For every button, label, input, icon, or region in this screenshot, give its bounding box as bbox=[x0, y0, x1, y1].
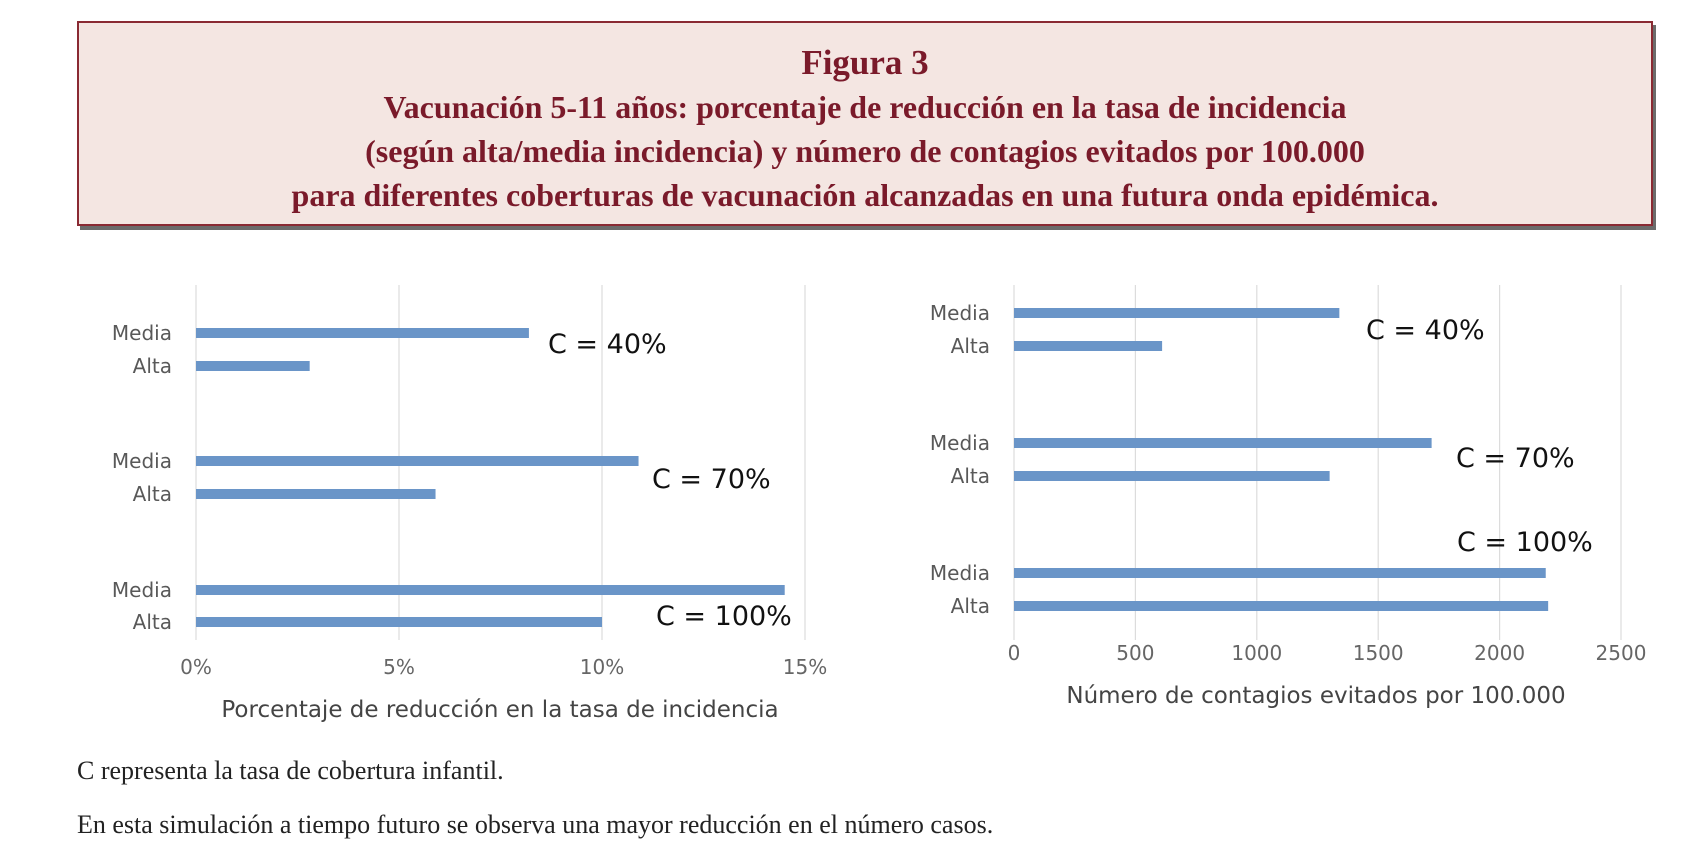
bar bbox=[1014, 568, 1546, 578]
bar bbox=[196, 361, 310, 371]
bar bbox=[196, 617, 602, 627]
x-tick-label: 10% bbox=[580, 655, 624, 679]
x-tick-label: 5% bbox=[383, 655, 415, 679]
bar bbox=[1014, 601, 1549, 611]
coverage-group-label: C = 70% bbox=[652, 464, 771, 495]
coverage-group-label: C = 100% bbox=[656, 601, 792, 632]
bar bbox=[1014, 438, 1432, 448]
x-tick-label: 1000 bbox=[1231, 641, 1282, 665]
bar bbox=[1014, 471, 1330, 481]
figure-number: Figura 3 bbox=[801, 43, 929, 82]
category-label: Media bbox=[112, 321, 172, 345]
x-tick-label: 15% bbox=[783, 655, 827, 679]
note-coverage-definition: C representa la tasa de cobertura infant… bbox=[77, 756, 504, 785]
x-tick-label: 2000 bbox=[1474, 641, 1525, 665]
category-label: Alta bbox=[951, 594, 990, 618]
bar bbox=[196, 585, 785, 595]
x-tick-label: 0 bbox=[1008, 641, 1021, 665]
category-label: Media bbox=[930, 301, 990, 325]
x-tick-label: 2500 bbox=[1596, 641, 1647, 665]
x-tick-label: 1500 bbox=[1353, 641, 1404, 665]
coverage-group-label: C = 40% bbox=[548, 329, 667, 360]
category-label: Alta bbox=[951, 334, 990, 358]
coverage-group-label: C = 40% bbox=[1366, 315, 1485, 346]
category-label: Media bbox=[112, 449, 172, 473]
x-tick-label: 0% bbox=[180, 655, 212, 679]
coverage-group-label: C = 70% bbox=[1456, 443, 1575, 474]
x-axis-label: Porcentaje de reducción en la tasa de in… bbox=[221, 697, 778, 723]
x-axis-label: Número de contagios evitados por 100.000 bbox=[1066, 683, 1565, 709]
category-label: Alta bbox=[133, 482, 172, 506]
bar bbox=[196, 456, 639, 466]
bar bbox=[196, 489, 436, 499]
figure-title-box: Figura 3 Vacunación 5-11 años: porcentaj… bbox=[77, 21, 1653, 226]
figure-title-line-2: (según alta/media incidencia) y número d… bbox=[365, 133, 1365, 169]
bar bbox=[196, 328, 529, 338]
coverage-group-label: C = 100% bbox=[1457, 527, 1593, 558]
note-simulation-observation: En esta simulación a tiempo futuro se ob… bbox=[77, 810, 994, 839]
category-label: Media bbox=[930, 561, 990, 585]
category-label: Alta bbox=[133, 354, 172, 378]
x-tick-label: 500 bbox=[1116, 641, 1154, 665]
bar bbox=[1014, 341, 1163, 351]
category-label: Media bbox=[112, 578, 172, 602]
chart-infections-avoided: 0 500 1000 1500 2000 2500 Media Alta C = 40% Medi… bbox=[930, 285, 1647, 709]
chart-reduction-percentage: 0% 5% 10% 15% Media Alta C = 40% Media Alta C = 7… bbox=[112, 285, 827, 723]
figure-title-line-3: para diferentes coberturas de vacunación… bbox=[291, 177, 1439, 213]
figure-title-line-1: Vacunación 5-11 años: porcentaje de redu… bbox=[383, 89, 1347, 125]
bar bbox=[1014, 308, 1340, 318]
category-label: Alta bbox=[951, 464, 990, 488]
category-label: Alta bbox=[133, 610, 172, 634]
category-label: Media bbox=[930, 431, 990, 455]
